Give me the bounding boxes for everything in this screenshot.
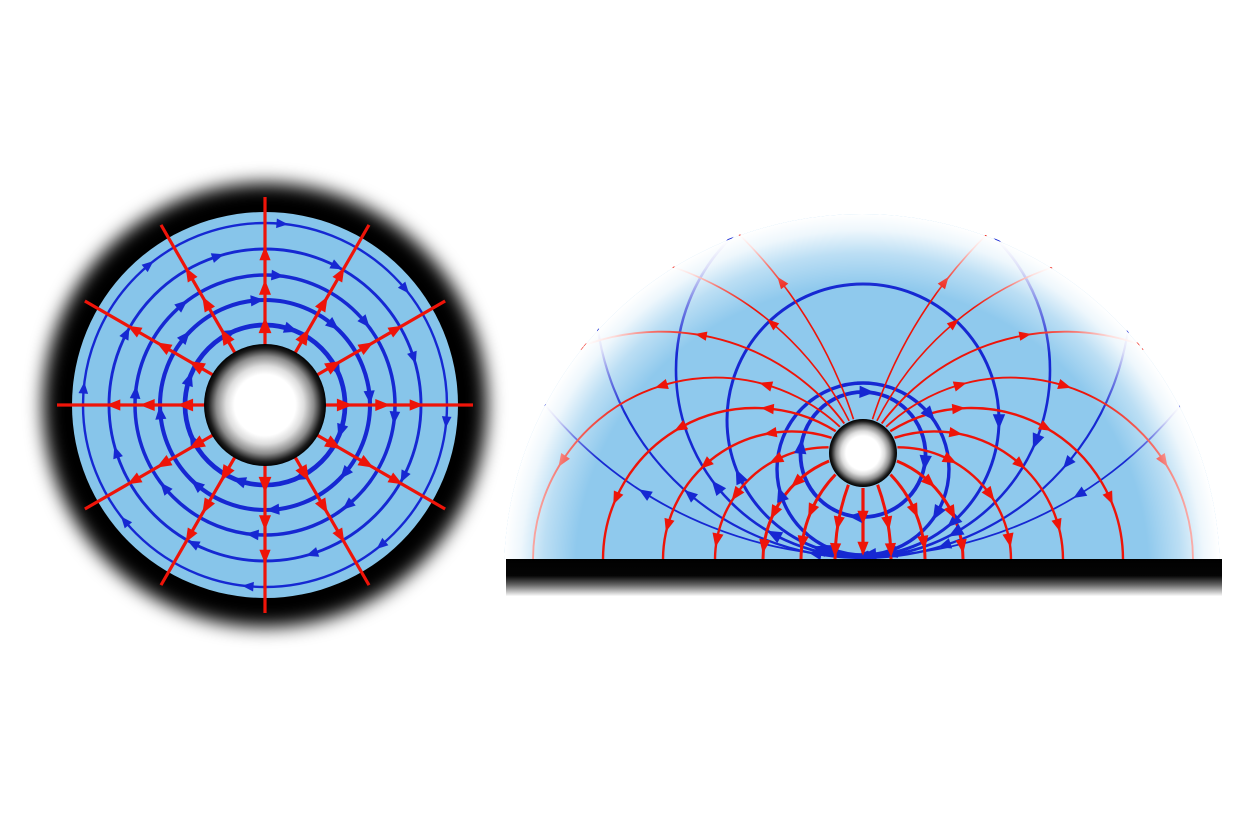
b-field-arrow (363, 390, 375, 405)
b-field-arrow (306, 547, 320, 557)
e-field-arrow (336, 398, 353, 412)
e-field-arrow (315, 497, 328, 514)
b-field-arrow (181, 372, 193, 388)
e-field-arrow (127, 472, 143, 485)
b-field-arrow (242, 581, 254, 592)
inner-conductor (204, 344, 326, 466)
e-field-arrow (357, 342, 374, 355)
b-field-arrow (232, 477, 248, 489)
e-field-arrow (259, 279, 271, 295)
e-field-arrow (259, 246, 271, 261)
e-field-arrow (324, 435, 342, 449)
e-field-arrow (295, 328, 309, 346)
e-field-arrow (1141, 341, 1155, 350)
b-field-arrow (340, 465, 353, 479)
b-field-arrow (250, 295, 265, 307)
b-field-arrow (119, 327, 130, 341)
b-field-arrow (329, 259, 343, 270)
b-field-arrow (397, 281, 409, 294)
e-field-arrow (375, 399, 391, 411)
e-field-arrow (387, 325, 403, 338)
e-field-arrow (324, 361, 342, 375)
e-field-arrow (139, 399, 155, 411)
b-field-arrow (389, 411, 401, 425)
b-field-arrow (191, 480, 205, 493)
e-field-arrow (357, 455, 374, 468)
e-field-arrow (315, 296, 328, 313)
e-field-arrow (409, 399, 424, 411)
b-field-arrow (187, 540, 201, 551)
ground-plane (506, 559, 1222, 596)
e-field-arrow (177, 398, 194, 412)
b-field-arrow (177, 331, 190, 345)
b-field-arrow (271, 269, 285, 281)
b-field-arrow (337, 422, 349, 438)
e-field-arrow (221, 464, 235, 482)
e-field-arrow (1055, 261, 1069, 271)
e-field-arrow (259, 549, 271, 564)
e-field-arrow (295, 464, 309, 482)
dome-edge-fade (504, 214, 1220, 559)
wire-conductor (829, 419, 897, 487)
e-field-arrow (332, 267, 345, 283)
b-field-arrow (160, 482, 173, 496)
e-field-arrow (106, 399, 121, 411)
e-field-arrow (387, 472, 403, 485)
b-field-arrow (282, 321, 298, 333)
e-field-arrow (202, 497, 215, 514)
e-field-arrow (156, 455, 173, 468)
b-field-arrow (155, 405, 167, 420)
b-field-arrow (174, 300, 188, 313)
b-field-arrow (245, 529, 259, 541)
b-field-arrow (325, 317, 339, 330)
e-field-arrow (258, 317, 272, 334)
e-field-arrow (188, 361, 206, 375)
b-field-arrow (210, 253, 224, 263)
b-field-arrow (342, 497, 356, 510)
e-field-arrow (221, 328, 235, 346)
e-field-arrow (185, 267, 198, 283)
e-field-arrow (332, 527, 345, 543)
b-field-arrow (121, 516, 133, 529)
b-field-arrow (400, 469, 411, 483)
b-field-arrow (376, 537, 389, 549)
b-field-arrow (276, 218, 288, 229)
e-field-arrow (657, 261, 671, 271)
coax-cross-section (43, 183, 487, 627)
e-field-arrow (202, 296, 215, 313)
b-field-arrow (441, 416, 452, 428)
e-field-arrow (258, 476, 272, 493)
b-field-arrow (407, 350, 417, 364)
b-field-arrow (78, 382, 89, 394)
e-field-arrow (127, 325, 143, 338)
b-field-arrow (129, 385, 141, 399)
b-field-arrow (141, 261, 154, 273)
e-field-arrow (185, 527, 198, 543)
b-field-arrow (113, 446, 123, 460)
e-field-arrow (259, 515, 271, 531)
b-field-arrow (265, 503, 280, 515)
b-field-arrow (357, 314, 370, 328)
e-field-arrow (188, 435, 206, 449)
e-field-arrows (106, 246, 424, 564)
e-field-arrow (156, 342, 173, 355)
